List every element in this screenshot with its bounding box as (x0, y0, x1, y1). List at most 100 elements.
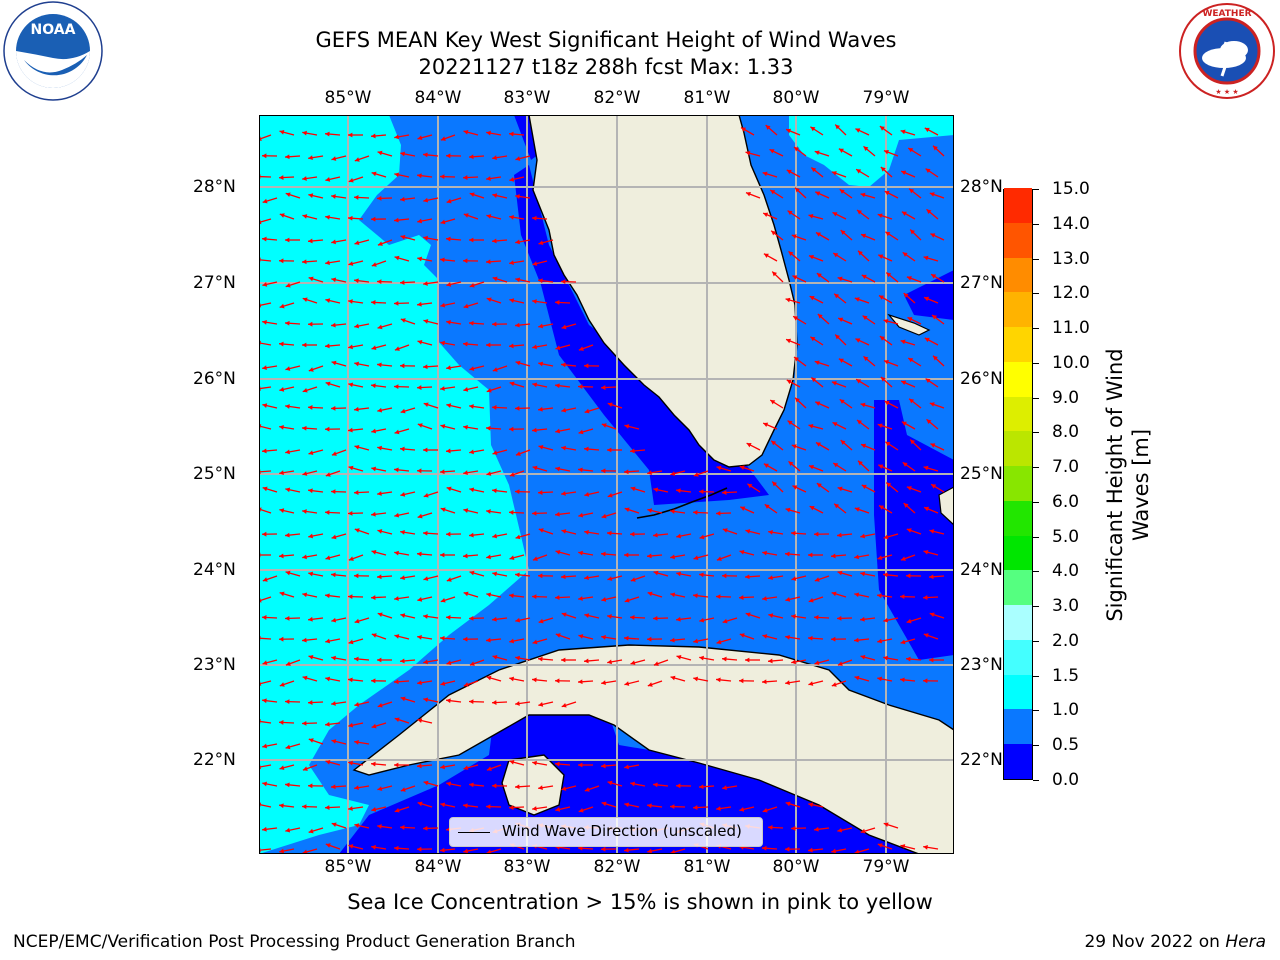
wave-direction-arrow (514, 784, 531, 790)
wave-direction-arrow (400, 234, 416, 241)
wave-direction-arrow (877, 676, 893, 682)
wave-direction-arrow (532, 260, 548, 266)
wave-direction-arrow (670, 554, 686, 560)
wave-direction-arrow (394, 806, 410, 813)
wave-direction-arrow (371, 260, 387, 267)
wave-direction-arrow (792, 315, 807, 325)
wave-direction-arrow (926, 208, 939, 220)
wave-direction-arrow (836, 615, 853, 621)
wave-direction-arrow (261, 153, 278, 159)
wave-direction-arrow (353, 573, 370, 579)
wave-direction-arrow (370, 595, 387, 600)
wave-direction-arrow (647, 680, 663, 687)
wave-direction-arrow (509, 638, 525, 644)
wave-direction-arrow (278, 175, 295, 180)
wave-direction-arrow (463, 803, 479, 809)
wave-direction-arrow (302, 509, 318, 514)
wave-direction-arrow (808, 423, 824, 430)
wave-direction-arrow (831, 848, 847, 854)
wave-direction-arrow (279, 213, 295, 220)
wave-direction-arrow (630, 486, 646, 493)
wave-direction-arrow (492, 533, 508, 539)
wave-direction-arrow (768, 529, 784, 535)
wave-direction-arrow (647, 470, 663, 476)
wave-direction-arrow (740, 126, 755, 136)
wave-direction-arrow (371, 171, 387, 178)
wave-direction-arrow (509, 176, 525, 182)
wave-direction-arrow (440, 340, 456, 346)
wave-direction-arrow (863, 145, 876, 157)
wave-direction-arrow (676, 571, 692, 577)
wave-direction-arrow (491, 321, 508, 327)
wave-direction-arrow (515, 322, 531, 328)
wave-direction-arrow (765, 124, 778, 136)
wave-direction-arrow (515, 701, 531, 706)
wave-direction-arrow (325, 214, 341, 220)
colorbar-segment (1004, 465, 1032, 501)
wave-direction-arrow (262, 236, 278, 242)
wave-direction-arrow (785, 338, 801, 346)
wave-direction-arrow (601, 596, 617, 602)
wave-direction-arrow (468, 154, 485, 160)
wave-direction-arrow (279, 680, 295, 687)
wave-direction-arrow (922, 595, 939, 600)
colorbar-segment (1004, 709, 1032, 745)
colorbar-tick-mark (1033, 397, 1039, 399)
colorbar-tick-mark (1033, 710, 1039, 712)
wave-direction-arrow (509, 470, 525, 477)
wave-direction-arrow (307, 321, 324, 327)
wave-direction-arrow (646, 636, 663, 642)
wave-direction-arrow (560, 279, 577, 285)
wave-direction-arrow (561, 701, 577, 708)
wave-direction-arrow (624, 764, 640, 770)
wave-direction-arrow (834, 334, 847, 346)
wave-direction-arrow (816, 482, 830, 493)
wave-direction-arrow (417, 339, 433, 346)
wave-direction-arrow (348, 722, 364, 728)
wave-direction-arrow (716, 638, 732, 645)
wave-direction-arrow (653, 782, 669, 788)
wave-direction-arrow (285, 365, 301, 371)
wave-direction-arrow (400, 446, 416, 452)
wave-direction-arrow (486, 130, 502, 136)
wave-direction-arrow (907, 316, 922, 325)
wave-direction-arrow (394, 344, 410, 351)
wave-direction-arrow (693, 676, 709, 682)
wave-direction-arrow (860, 192, 876, 199)
wave-direction-arrow (278, 258, 295, 264)
wave-direction-arrow (768, 613, 784, 619)
wave-direction-arrow (745, 657, 760, 663)
footer-branch: NCEP/EMC/Verification Post Processing Pr… (13, 932, 576, 952)
wave-direction-arrow (531, 510, 548, 516)
wave-direction-arrow (584, 529, 600, 535)
wave-direction-arrow (262, 365, 278, 371)
wave-direction-arrow (676, 488, 692, 494)
wave-direction-arrow (555, 383, 571, 389)
wave-direction-arrow (325, 470, 341, 477)
wave-direction-arrow (279, 302, 295, 309)
colorbar-tick-label: 13.0 (1052, 248, 1090, 269)
wave-direction-arrow (791, 659, 807, 665)
wave-direction-arrow (399, 825, 416, 830)
wave-direction-arrow (532, 299, 548, 304)
wave-direction-arrow (468, 320, 485, 326)
wave-direction-arrow (399, 363, 416, 369)
land-florida-keys (636, 487, 728, 519)
wave-direction-arrow (354, 528, 370, 535)
wave-direction-arrow (930, 483, 945, 493)
wave-direction-arrow (416, 846, 433, 852)
wave-direction-arrow (785, 297, 801, 304)
wave-direction-arrow (908, 398, 922, 409)
wave-direction-arrow (486, 637, 502, 643)
wave-direction-arrow (923, 549, 939, 556)
wave-direction-arrow (469, 237, 484, 243)
wave-direction-arrow (348, 260, 364, 266)
wave-direction-arrow (630, 659, 646, 666)
wave-direction-arrow (348, 554, 364, 561)
wave-direction-arrow (883, 572, 899, 578)
wave-direction-arrow (394, 134, 410, 140)
wave-direction-arrow (509, 593, 525, 599)
wave-direction-arrow (908, 188, 922, 199)
wave-direction-arrow (262, 281, 278, 287)
wave-direction-arrow (839, 188, 853, 199)
